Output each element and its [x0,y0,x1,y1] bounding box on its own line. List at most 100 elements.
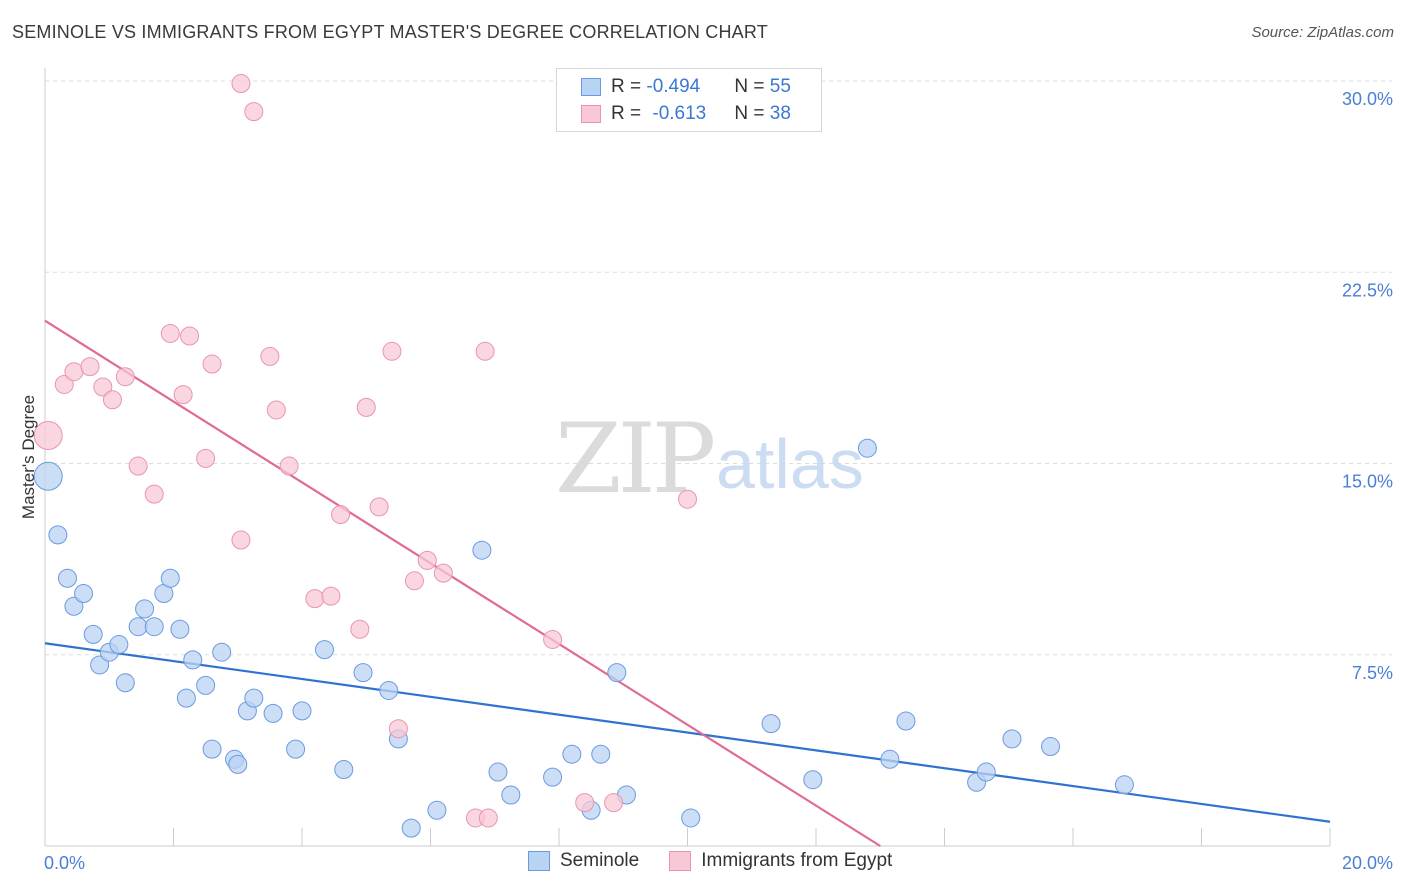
egypt-point [433,563,453,583]
egypt-point [231,530,251,550]
r-label: R = [611,76,647,97]
n-value: 55 [769,76,791,97]
seminole-point [212,642,232,662]
egypt-point [128,456,148,476]
n-label: N = [734,76,770,97]
seminole-point [857,438,877,458]
seminole-point [803,770,823,790]
seminole-trendline [44,642,1331,823]
egypt-point [382,341,402,361]
egypt-point [266,400,286,420]
r-value: -0.613 [652,103,707,124]
chart-title: SEMINOLE VS IMMIGRANTS FROM EGYPT MASTER… [12,22,768,42]
seminole-point [334,760,354,779]
source-label: Source: ZipAtlas.com [1251,24,1394,41]
seminole-point [761,714,781,734]
seminole-point [488,762,508,782]
egypt-point [33,420,63,450]
seminole-point [196,675,216,695]
egypt-point [350,619,370,639]
axis-labels: 7.5% 15.0% 22.5% 30.0% 0.0% 20.0% Master's Deg… [19,89,1393,873]
seminole-point [228,754,248,774]
seminole-point [33,461,63,491]
egypt-point [102,390,122,410]
seminole-legend-label: Seminole [560,850,640,871]
seminole-point [128,617,148,637]
legend-item-egypt: Immigrants from Egypt [669,850,892,872]
n-label: N = [734,103,770,124]
x-tick-label: 20.0% [1342,853,1393,873]
egypt-point [180,326,200,346]
y-axis-label: Master's Degree [19,395,38,519]
seminole-point [135,599,155,619]
r-label: R = [611,103,647,124]
seminole-point [379,680,399,700]
egypt-point [417,550,437,570]
grid-lines [45,80,1392,656]
egypt-point [575,793,595,813]
seminole-point [90,655,110,675]
seminole-point [183,650,203,670]
egypt-point [54,374,74,394]
egypt-point [202,354,222,374]
seminole-point [896,711,916,731]
legend-row-egypt: R = -0.613 N = 38 [581,101,791,127]
watermark-atlas: atlas [716,425,864,503]
seminole-point [427,800,447,820]
egypt-point [404,571,424,591]
seminole-point [202,739,222,759]
y-tick-label: 7.5% [1352,663,1393,683]
seminole-point [64,596,84,616]
seminole-point [83,624,103,644]
egypt-point [244,102,264,122]
seminole-point [244,688,264,708]
r-value: -0.494 [646,76,701,97]
egypt-points [33,74,697,828]
seminole-point [562,744,582,764]
egypt-point [604,793,624,813]
seminole-point [314,640,334,660]
egypt-swatch [581,105,601,123]
seminole-swatch [581,78,601,96]
y-tick-label: 30.0% [1342,89,1393,109]
egypt-point [160,323,180,343]
axes [44,68,1331,847]
correlation-legend: R = -0.494 N = 55 R = -0.613 N = 38 [556,68,822,132]
seminole-point [591,744,611,764]
seminole-point [1041,737,1061,757]
trend-lines [44,319,1331,847]
seminole-point [160,568,180,588]
egypt-point [388,719,408,739]
series-legend: Seminole Immigrants from Egypt [528,850,922,872]
n-value: 38 [769,103,791,124]
watermark: ZIP atlas [555,403,864,515]
egypt-point [173,385,193,405]
x-tick-label: 0.0% [44,853,85,873]
seminole-legend-swatch [528,851,550,871]
seminole-point [176,688,196,708]
egypt-point [196,448,216,468]
seminole-point [543,767,563,787]
seminole-point [401,818,421,838]
egypt-point [260,346,280,366]
seminole-point [681,808,701,828]
seminole-point [48,525,68,545]
seminole-points [33,438,1134,838]
egypt-point [231,74,251,94]
egypt-point [678,489,697,509]
egypt-point [305,589,325,609]
seminole-point [74,584,94,604]
egypt-point [80,357,100,377]
egypt-point [93,377,113,397]
seminole-point [263,703,283,723]
seminole-point [57,568,77,588]
seminole-point [1002,729,1022,749]
egypt-point [356,397,376,417]
legend-row-seminole: R = -0.494 N = 55 [581,74,791,100]
egypt-point [331,505,351,524]
seminole-point [286,739,306,759]
egypt-point [321,586,341,606]
y-tick-label: 22.5% [1342,280,1393,300]
egypt-point [64,362,84,382]
